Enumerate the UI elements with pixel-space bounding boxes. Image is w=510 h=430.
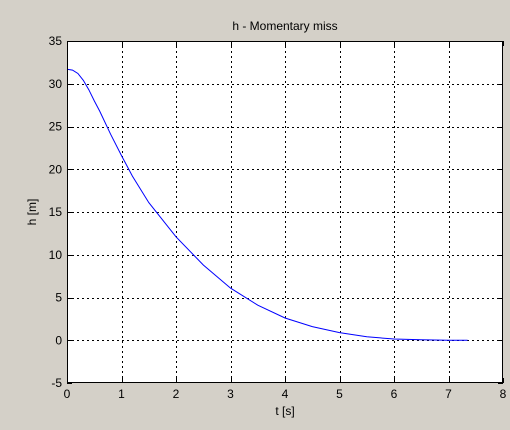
y-tick-label: 25 [49, 120, 63, 134]
series-line [66, 68, 468, 341]
y-tick-label: 5 [55, 291, 62, 305]
x-tick-label: 2 [173, 387, 180, 401]
x-axis-label: t [s] [275, 404, 294, 418]
x-tick-label: 1 [118, 387, 125, 401]
x-tick-label: 5 [336, 387, 343, 401]
x-tick-label: 0 [64, 387, 71, 401]
y-tick-label: 35 [49, 34, 63, 48]
y-axis-label: h [m] [25, 199, 39, 226]
y-tick-label: 30 [49, 77, 63, 91]
x-tick-label: 7 [445, 387, 452, 401]
chart-title: h - Momentary miss [232, 19, 337, 33]
axes-frame [67, 41, 503, 383]
x-tick-label: 8 [500, 387, 507, 401]
y-tick-label: 15 [49, 205, 63, 219]
y-tick-label: 10 [49, 248, 63, 262]
x-tick-label: 6 [391, 387, 398, 401]
y-tick-labels: -5 0 5 10 15 20 25 30 35 [49, 34, 63, 390]
x-tick-labels: 0 1 2 3 4 5 6 7 8 [64, 387, 507, 401]
x-tick-label: 4 [282, 387, 289, 401]
y-tick-label: -5 [51, 376, 62, 390]
grid-lines [67, 41, 503, 383]
y-tick-label: 20 [49, 162, 63, 176]
y-tick-label: 0 [55, 333, 62, 347]
x-tick-label: 3 [227, 387, 234, 401]
series-layer [66, 68, 468, 341]
